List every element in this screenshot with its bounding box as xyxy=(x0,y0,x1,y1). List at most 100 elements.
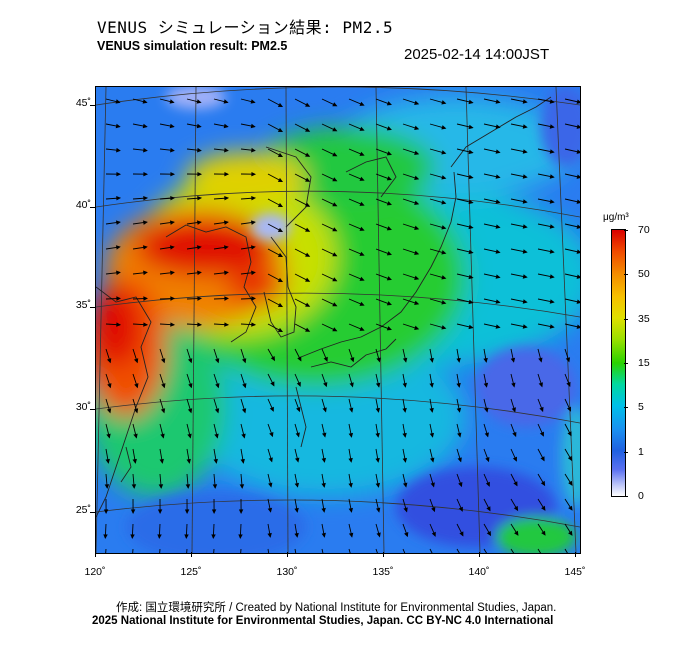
lon-label-120: 120˚ xyxy=(84,566,106,578)
license-text: 2025 National Institute for Environmenta… xyxy=(92,615,554,627)
wind-arrow-head xyxy=(511,382,516,388)
wind-arrow-head xyxy=(142,123,148,129)
wind-arrow-head xyxy=(223,123,229,129)
wind-arrow-head xyxy=(170,171,176,177)
wind-arrow-head xyxy=(511,407,516,413)
wind-arrow-head xyxy=(277,152,284,157)
pm25-clean-patches xyxy=(126,87,580,553)
wind-arrow-head xyxy=(359,101,365,106)
wind-arrow-head xyxy=(386,226,392,231)
wind-arrow-head xyxy=(133,433,138,439)
wind-arrow-head xyxy=(224,270,229,276)
wind-arrow-head xyxy=(277,202,284,207)
wind-arrow-shaft xyxy=(267,548,270,553)
wind-arrow-head xyxy=(105,458,110,464)
wind-arrow-head xyxy=(441,200,447,205)
wind-arrow-head xyxy=(187,433,192,439)
colorbar-label-35: 35 xyxy=(638,313,650,325)
wind-arrow-head xyxy=(305,152,311,157)
title-english: VENUS simulation result: PM2.5 xyxy=(97,39,288,53)
wind-arrow-head xyxy=(376,507,381,513)
wind-arrow-head xyxy=(251,296,257,301)
wind-arrow-head xyxy=(196,220,202,225)
wind-arrow-head xyxy=(277,177,284,182)
wind-arrow-head xyxy=(414,150,420,155)
wind-arrow-head xyxy=(375,432,380,438)
wind-arrow-head xyxy=(495,324,501,329)
wind-arrow-head xyxy=(549,124,555,129)
wind-arrow-head xyxy=(402,407,407,413)
wind-arrow-head xyxy=(241,358,247,364)
wind-arrow-shaft xyxy=(186,548,188,553)
wind-arrow-head xyxy=(375,382,381,388)
wind-arrow-head xyxy=(143,296,149,301)
wind-arrow-head xyxy=(386,326,392,331)
wind-arrow-head xyxy=(549,274,555,279)
wind-arrow-head xyxy=(269,432,274,438)
wind-arrow-head xyxy=(359,276,365,281)
graticule-lat-30 xyxy=(96,395,580,424)
wind-arrow-head xyxy=(468,124,474,130)
wind-arrow-head xyxy=(386,176,392,181)
wind-arrow-head xyxy=(522,99,528,104)
wind-arrow-head xyxy=(116,296,122,301)
wind-arrow-head xyxy=(375,482,381,488)
wind-arrow-head xyxy=(458,482,463,488)
wind-arrow-shaft xyxy=(537,548,542,553)
wind-arrow-head xyxy=(441,325,447,330)
wind-arrow-head xyxy=(414,175,420,180)
wind-arrow-head xyxy=(211,534,216,540)
lat-label-45: 45˚ xyxy=(75,97,91,109)
wind-arrows xyxy=(103,98,580,553)
wind-arrow-head xyxy=(522,274,528,279)
wind-arrow-head xyxy=(133,358,139,364)
wind-arrow-head xyxy=(348,432,354,438)
wind-arrow-head xyxy=(251,171,257,177)
colorbar-label-1: 1 xyxy=(638,446,644,458)
wind-arrow-head xyxy=(241,408,247,414)
colorbar-tick-35 xyxy=(624,319,628,320)
coastline-china xyxy=(96,286,152,518)
wind-arrow-head xyxy=(214,433,219,439)
wind-arrow-head xyxy=(541,530,546,536)
wind-arrow-head xyxy=(414,125,420,130)
field-medium-north xyxy=(256,127,436,207)
wind-arrow-head xyxy=(103,509,109,515)
title-japanese: VENUS シミュレーション結果: PM2.5 xyxy=(97,18,394,37)
wind-arrow-shaft xyxy=(429,548,433,553)
wind-arrow-head xyxy=(414,100,420,105)
wind-arrow-head xyxy=(170,322,176,327)
wind-arrow-head xyxy=(359,151,365,156)
wind-arrow-head xyxy=(241,433,246,439)
wind-arrow-head xyxy=(188,383,193,389)
wind-arrow-head xyxy=(305,102,311,107)
wind-arrow-head xyxy=(484,432,489,438)
wind-arrow-head xyxy=(170,270,175,276)
wind-arrow-head xyxy=(242,383,247,389)
wind-arrow-head xyxy=(294,507,299,513)
colorbar-tick-50 xyxy=(624,274,628,275)
wind-arrow-head xyxy=(212,484,218,489)
wind-arrow-head xyxy=(115,245,121,250)
wind-arrow-head xyxy=(486,531,492,537)
wind-arrow-head xyxy=(376,532,381,538)
wind-arrow-head xyxy=(414,250,420,255)
wind-arrow-head xyxy=(456,382,461,388)
field-low-south xyxy=(126,492,306,553)
wind-arrow-head xyxy=(386,151,392,156)
colorbar-tick-5 xyxy=(624,407,628,408)
wind-arrow-head xyxy=(576,224,580,229)
wind-arrow-head xyxy=(549,224,555,229)
wind-arrow-head xyxy=(386,251,392,256)
wind-arrow-head xyxy=(250,220,256,225)
wind-arrow-head xyxy=(576,299,580,304)
colorbar-tick-15 xyxy=(624,363,628,364)
wind-arrow-head xyxy=(332,152,338,157)
timestamp: 2025-02-14 14:00JST xyxy=(404,46,550,63)
wind-arrow-head xyxy=(142,99,148,104)
wind-arrow-head xyxy=(268,457,273,463)
wind-arrow-head xyxy=(323,382,328,388)
wind-arrow-head xyxy=(323,356,328,362)
wind-arrow-head xyxy=(214,358,220,364)
wind-arrow-head xyxy=(576,249,580,254)
